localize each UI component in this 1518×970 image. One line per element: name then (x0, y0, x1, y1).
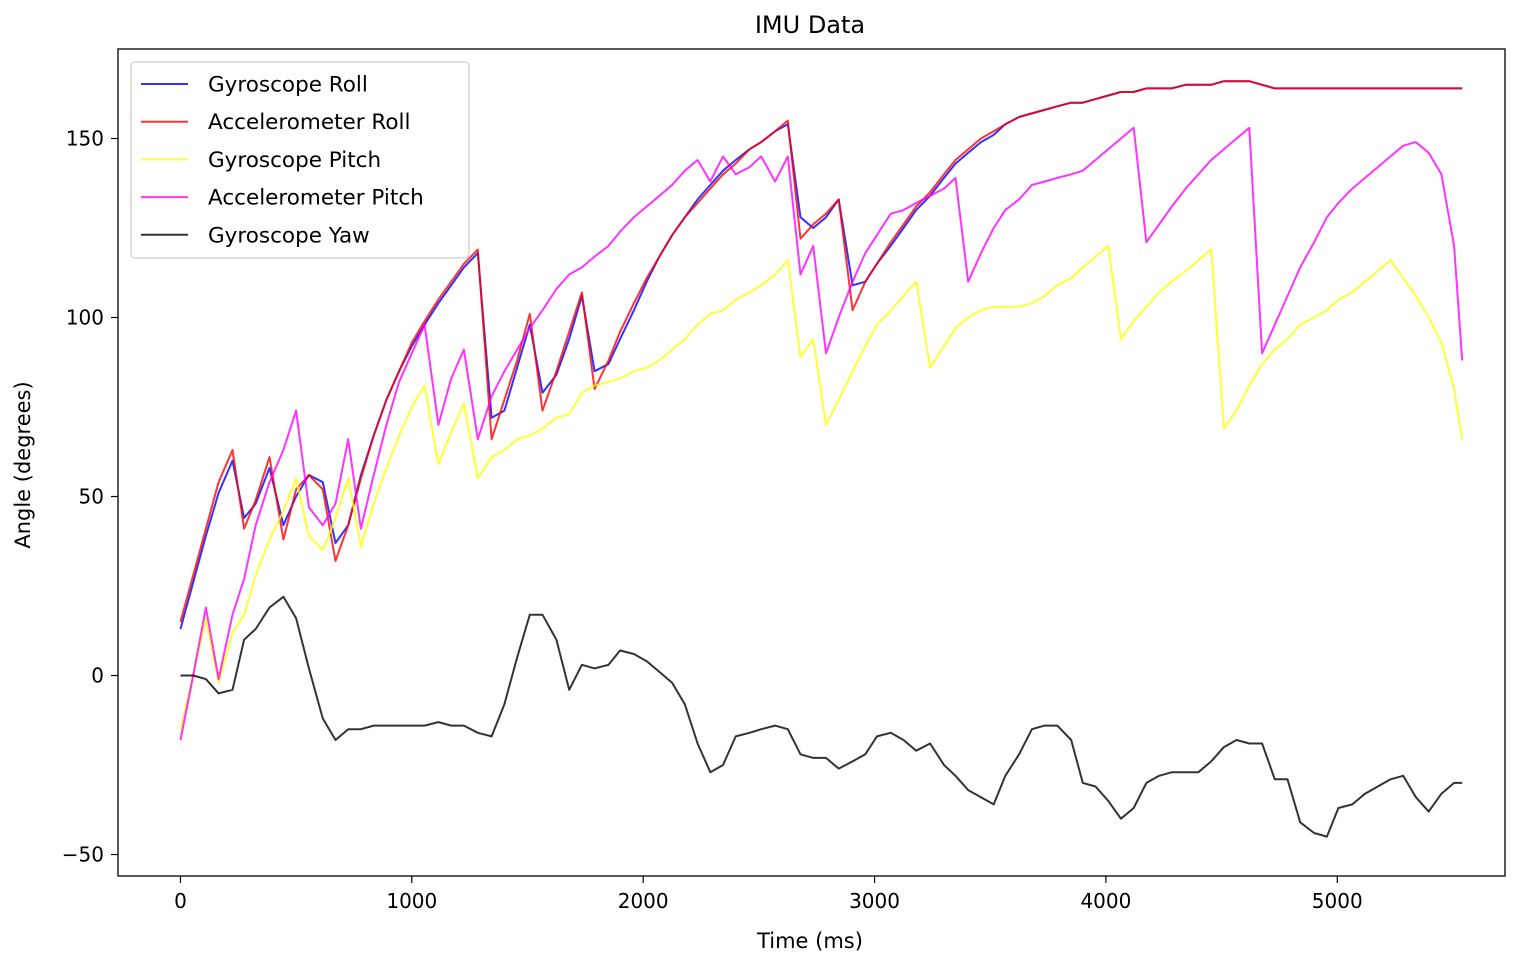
y-tick-label: 0 (91, 664, 104, 688)
x-tick-label: 2000 (618, 889, 669, 913)
y-tick-label: −50 (62, 843, 104, 867)
legend-label: Gyroscope Roll (208, 73, 368, 98)
x-tick-label: 5000 (1312, 889, 1363, 913)
series-line-accelerometer-roll (179, 80, 1463, 623)
x-tick-label: 1000 (386, 889, 437, 913)
legend-box (130, 61, 470, 259)
x-axis: 0 1000 2000 3000 4000 5000 (174, 876, 1363, 913)
x-tick-label: 4000 (1080, 889, 1131, 913)
legend-label: Accelerometer Pitch (208, 186, 424, 211)
series-layer (179, 80, 1464, 838)
x-tick-label: 0 (174, 889, 187, 913)
legend-label: Gyroscope Pitch (208, 148, 381, 173)
y-tick-label: 150 (66, 127, 104, 151)
legend-label: Gyroscope Yaw (208, 223, 370, 248)
series-line-gyroscope-pitch (179, 244, 1464, 730)
series-line-accelerometer-pitch (179, 126, 1464, 741)
legend-label: Accelerometer Roll (208, 110, 411, 135)
series-line-gyroscope-yaw (180, 595, 1463, 838)
x-tick-label: 3000 (849, 889, 900, 913)
y-tick-label: 100 (66, 306, 104, 330)
y-axis-label: Angle (degrees) (11, 381, 35, 548)
legend: Gyroscope Roll Accelerometer Roll Gyroscop… (130, 61, 470, 259)
plot-frame (117, 48, 1506, 877)
x-axis-label: Time (ms) (756, 929, 863, 953)
y-axis: −50 0 50 100 150 (62, 127, 118, 867)
y-tick-label: 50 (79, 485, 104, 509)
chart-title: IMU Data (755, 11, 865, 39)
